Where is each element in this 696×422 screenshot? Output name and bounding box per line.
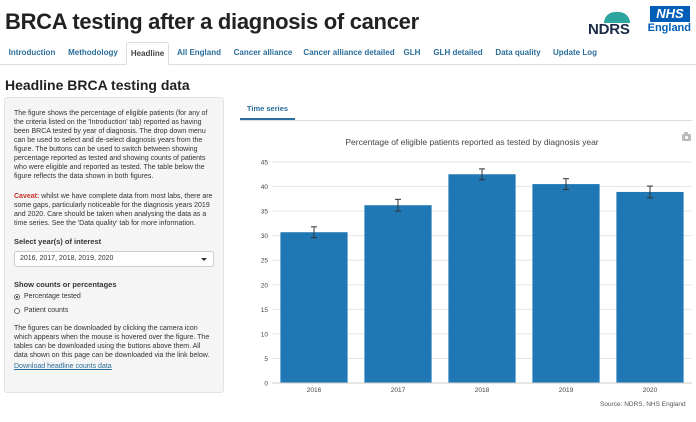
bar	[364, 205, 432, 383]
nhs-logo-subtitle: England	[647, 22, 691, 34]
bar	[532, 184, 600, 383]
tab-introduction[interactable]: Introduction	[8, 48, 56, 57]
nhs-england-logo: NHS England	[645, 6, 691, 38]
years-select[interactable]: 2016, 2017, 2018, 2019, 2020	[14, 251, 214, 267]
tab-methodology[interactable]: Methodology	[68, 48, 118, 57]
tab-glh[interactable]: GLH	[403, 48, 421, 57]
radio-counts-option[interactable]: Patient counts	[14, 306, 215, 315]
y-tick-label: 45	[261, 160, 269, 167]
y-tick-label: 25	[261, 258, 269, 265]
y-tick-label: 40	[261, 184, 269, 191]
caveat-body: whilst we have complete data from most l…	[14, 193, 213, 227]
y-tick-label: 30	[261, 233, 269, 240]
tab-data-quality[interactable]: Data quality	[495, 48, 541, 57]
radio-counts-label: Patient counts	[24, 307, 69, 314]
download-info-text: The figures can be downloaded by clickin…	[14, 325, 210, 359]
chart-title: Percentage of eligible patients reported…	[345, 137, 598, 147]
caveat-text: Caveat: whilst we have complete data fro…	[14, 192, 215, 228]
tab-cancer-alliance-detailed[interactable]: Cancer alliance detailed	[303, 48, 395, 57]
nhs-logo-badge: NHS	[650, 6, 690, 22]
tab-glh-detailed[interactable]: GLH detailed	[433, 48, 483, 57]
chart-tab-divider	[240, 120, 692, 121]
y-tick-label: 35	[261, 209, 269, 216]
tab-headline[interactable]: Headline	[126, 42, 169, 65]
y-tick-label: 5	[264, 356, 268, 363]
radio-percentage-option[interactable]: Percentage tested	[14, 292, 215, 301]
download-headline-link[interactable]: Download headline counts data	[14, 363, 112, 370]
years-label: Select year(s) of interest	[14, 237, 102, 246]
y-tick-label: 10	[261, 331, 269, 338]
app-title: BRCA testing after a diagnosis of cancer	[5, 9, 419, 34]
tab-cancer-alliance[interactable]: Cancer alliance	[233, 48, 293, 57]
radio-percentage-label: Percentage tested	[24, 293, 81, 300]
bar-chart: Percentage of eligible patients reported…	[261, 137, 692, 394]
bar	[448, 174, 516, 383]
radio-percentage[interactable]	[14, 293, 20, 300]
app-header: BRCA testing after a diagnosis of cancer…	[0, 0, 696, 42]
source-note: Source: NDRS, NHS England	[600, 401, 686, 408]
chevron-down-icon	[201, 258, 207, 261]
tab-all-england[interactable]: All England	[177, 48, 221, 57]
ndrs-logo: NDRS	[588, 12, 638, 38]
camera-icon[interactable]	[682, 132, 691, 141]
x-tick-label: 2018	[475, 387, 490, 394]
sidebar-panel: The figure shows the percentage of eligi…	[4, 97, 224, 393]
ndrs-logo-arc-icon	[604, 12, 630, 23]
x-tick-label: 2019	[559, 387, 574, 394]
main-nav-tabs: Introduction Methodology Headline All En…	[0, 42, 696, 65]
x-tick-label: 2016	[307, 387, 322, 394]
y-tick-label: 20	[261, 282, 269, 289]
y-tick-label: 15	[261, 307, 269, 314]
bar	[616, 191, 684, 383]
page-title: Headline BRCA testing data	[5, 77, 190, 93]
counts-label: Show counts or percentages	[14, 280, 117, 289]
caveat-label: Caveat:	[14, 193, 40, 200]
years-select-value: 2016, 2017, 2018, 2019, 2020	[20, 255, 114, 262]
x-tick-label: 2017	[391, 387, 406, 394]
x-tick-label: 2020	[643, 387, 658, 394]
tab-update-log[interactable]: Update Log	[553, 48, 597, 57]
ndrs-logo-text: NDRS	[588, 21, 630, 38]
radio-counts[interactable]	[14, 307, 20, 314]
bar	[280, 232, 348, 383]
intro-text: The figure shows the percentage of eligi…	[14, 110, 208, 180]
y-tick-label: 0	[264, 381, 268, 388]
tab-time-series[interactable]: Time series	[240, 99, 295, 120]
